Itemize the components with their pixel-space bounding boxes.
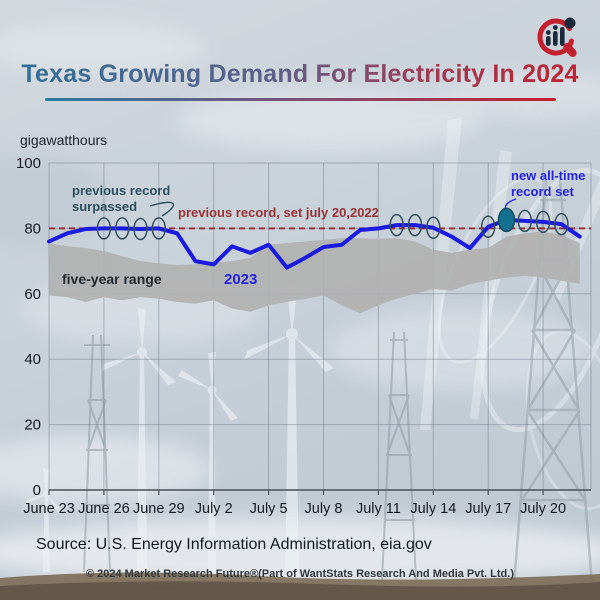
- record-day-circle: [133, 217, 148, 241]
- magnifier-bar-chart-logo-icon: [537, 17, 577, 57]
- gridlines: [48, 162, 592, 490]
- x-tick-label: July 8: [305, 501, 343, 517]
- record-day-circle: [96, 217, 112, 240]
- line-2023: [47, 217, 582, 270]
- source-text: Source: U.S. Energy Information Administ…: [36, 536, 432, 553]
- logo-bars: [545, 25, 565, 46]
- record-day-circle: [554, 212, 569, 236]
- record-day-circle: [517, 209, 533, 233]
- new-record-marker: [497, 207, 516, 233]
- x-tick-label: June 29: [133, 501, 185, 517]
- y-tick-label: 40: [24, 351, 41, 368]
- page-title: Texas Growing Demand For Electricity In …: [0, 60, 600, 89]
- x-tick-label: June 26: [78, 501, 130, 517]
- record-day-circle: [480, 215, 496, 239]
- pylon: [83, 334, 111, 573]
- turbine: [100, 308, 176, 572]
- x-tick-label: July 14: [410, 501, 456, 517]
- logo-dot: [564, 17, 576, 29]
- x-tick-label: July 5: [250, 501, 288, 517]
- new-record-connector-line: [504, 198, 517, 210]
- five-year-range-band: [49, 231, 580, 314]
- record-surpassed-circles: [96, 209, 569, 241]
- new-record-ellipse: [497, 207, 516, 233]
- y-tick-label: 60: [24, 286, 41, 303]
- y-axis-unit-label: gigawatthours: [20, 132, 108, 148]
- record-day-circle: [114, 217, 130, 240]
- annotation-previous-record-line-label: previous record, set july 20,2022: [178, 205, 379, 220]
- copyright-text: © 2024 Market Research Future®(Part of W…: [85, 568, 514, 580]
- line-2023-path: [47, 217, 582, 270]
- record-day-circle: [407, 213, 423, 237]
- axes-and-ticks: [48, 489, 591, 495]
- record-day-circle: [151, 217, 167, 240]
- x-tick-label: July 20: [520, 501, 566, 517]
- y-tick-label: 0: [33, 482, 41, 499]
- magnifier-ring: [537, 18, 574, 56]
- ground: [0, 572, 600, 600]
- y-tick-label: 100: [16, 155, 41, 172]
- y-axis-labels: 0 20 40 60 80 100: [16, 155, 41, 499]
- record-day-circle: [535, 210, 551, 234]
- y-tick-label: 80: [24, 220, 41, 237]
- x-axis-labels: June 23 June 26 June 29 July 2 July 5 July 8 J…: [23, 501, 566, 517]
- annotation-previous-record-surpassed: previous record surpassed: [72, 183, 171, 214]
- record-day-circle: [426, 216, 441, 239]
- title-underline: [45, 98, 556, 101]
- y-tick-label: 20: [24, 417, 41, 434]
- annotation-connectors: [149, 198, 517, 217]
- wind-turbines: [24, 282, 334, 580]
- pylon: [381, 331, 417, 581]
- turbine: [178, 352, 238, 575]
- x-tick-label: July 17: [465, 501, 511, 517]
- annotation-new-all-time-record: new all-time record set: [511, 168, 586, 199]
- record-day-circle: [389, 213, 404, 237]
- turbine: [24, 468, 64, 572]
- x-tick-label: July 11: [356, 501, 401, 517]
- five-year-range-polygon: [49, 231, 580, 314]
- annotation-five-year-range: five-year range: [62, 271, 162, 287]
- magnifier-handle: [563, 43, 577, 57]
- surpassed-connector-line: [149, 201, 175, 217]
- x-tick-label: July 2: [195, 501, 233, 517]
- annotation-series-2023: 2023: [224, 271, 258, 288]
- x-tick-label: June 23: [23, 501, 75, 517]
